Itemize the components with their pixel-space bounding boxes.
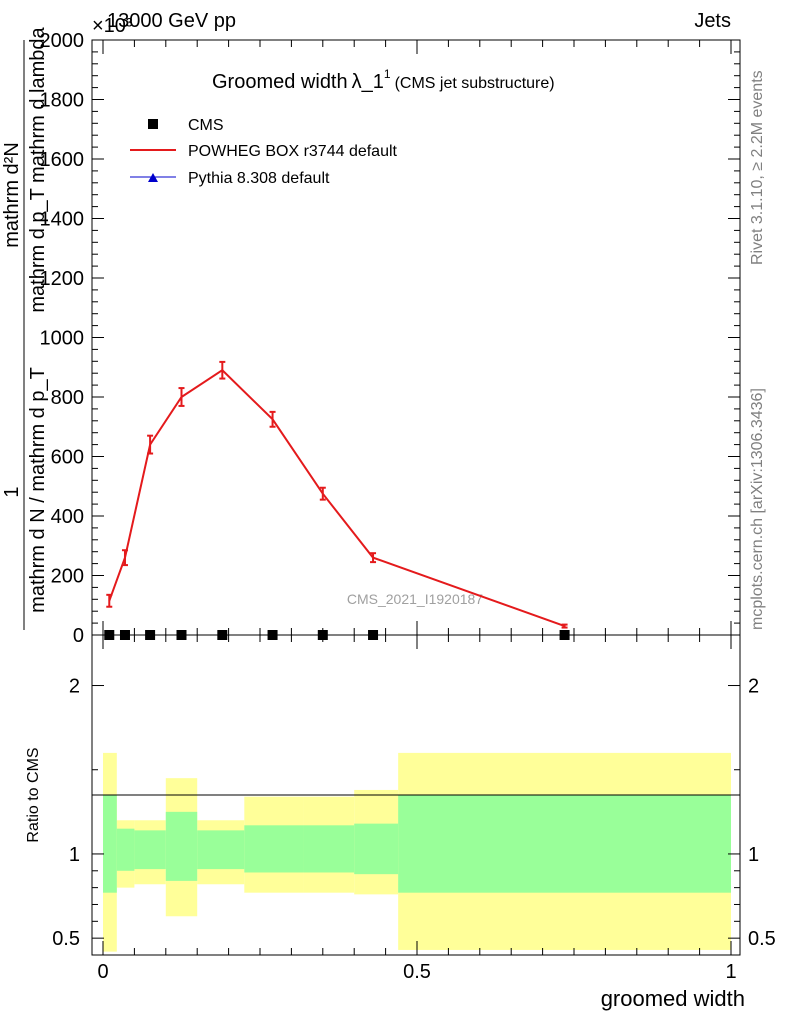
y-tick-label: 2000 <box>40 30 85 52</box>
ratio-band-stat <box>197 830 245 870</box>
ratio-plot-frame <box>91 634 741 956</box>
plot-title: Groomed width λ_11 (CMS jet substructure) <box>212 67 555 93</box>
main-y-axis: 0 200 400 600 800 1000 1200 1400 1600 1800 2000 <box>40 30 740 647</box>
ratio-band-stat <box>398 795 731 893</box>
powheg-line <box>108 368 565 628</box>
y-tick-label: 0 <box>73 625 84 647</box>
ratio-y-tick-label: 1 <box>69 844 80 866</box>
ratio-band-stat <box>103 795 117 893</box>
main-series <box>104 360 570 640</box>
ratio-bands <box>103 752 731 952</box>
y-label-denominator: mathrm d N / mathrm d p_T <box>27 367 49 613</box>
y-tick-label: 1800 <box>40 90 85 112</box>
y-tick-label: 1600 <box>40 149 85 171</box>
legend-pythia-label: Pythia 8.308 default <box>188 170 330 187</box>
header-exponent: ×10³ <box>92 15 133 37</box>
legend-cms-marker <box>148 119 158 129</box>
y-tick-label: 400 <box>51 506 84 528</box>
main-y-label: 1 mathrm d²N mathrm d p_T mathrm d lambd… <box>1 26 49 630</box>
ratio-band-stat <box>244 825 304 873</box>
y-label-top: 1 <box>1 486 23 497</box>
x-tick-label: 1 <box>725 961 736 983</box>
ratio-band-stat <box>134 830 166 870</box>
ratio-y-tick-label-right: 0.5 <box>748 928 776 950</box>
plot-title-main: Groomed width <box>212 71 348 93</box>
ratio-y-tick-label: 2 <box>69 676 80 698</box>
legend-powheg-label: POWHEG BOX r3744 default <box>188 143 398 160</box>
ratio-y-axis: 0.5 0.5 1 1 2 2 <box>52 676 776 951</box>
y-tick-label: 800 <box>51 387 84 409</box>
header-collision: 13000 GeV pp <box>107 10 236 32</box>
legend-cms-label: CMS <box>188 117 224 134</box>
ratio-y-tick-label: 0.5 <box>52 928 80 950</box>
ratio-band-stat <box>165 811 198 881</box>
plot-title-sup: 1 <box>384 67 391 81</box>
y-tick-label: 200 <box>51 566 84 588</box>
y-tick-label: 1000 <box>40 328 85 350</box>
rivet-label: Rivet 3.1.10, ≥ 2.2M events <box>749 70 766 265</box>
x-tick-label: 0 <box>97 961 108 983</box>
ratio-band-stat <box>354 823 399 875</box>
y-tick-label: 1400 <box>40 209 85 231</box>
legend: CMS POWHEG BOX r3744 default Pythia 8.30… <box>130 117 398 187</box>
header-process: Jets <box>694 10 731 32</box>
x-tick-label: 0.5 <box>403 961 431 983</box>
y-label-numerator: mathrm d²N <box>1 142 23 248</box>
ratio-band-stat <box>303 825 355 873</box>
mcplots-label: mcplots.cern.ch [arXiv:1306.3436] <box>749 388 766 630</box>
plot-title-lambda: λ_1 <box>352 71 384 93</box>
ratio-y-tick-label-right: 2 <box>748 676 759 698</box>
y-tick-label: 1200 <box>40 268 85 290</box>
ratio-y-label: Ratio to CMS <box>25 747 42 842</box>
plot-title-sub: (CMS jet substructure) <box>395 75 555 92</box>
x-axis-label: groomed width <box>601 986 745 1011</box>
ratio-band-stat <box>116 828 135 871</box>
ratio-x-axis: 0 0.5 1 <box>97 40 737 983</box>
analysis-watermark: CMS_2021_I1920187 <box>347 591 483 607</box>
y-label-numerator-2: mathrm d p_T mathrm d lambda <box>27 26 49 312</box>
y-tick-label: 600 <box>51 447 84 469</box>
legend-pythia-marker <box>148 173 158 182</box>
ratio-y-tick-label-right: 1 <box>748 844 759 866</box>
